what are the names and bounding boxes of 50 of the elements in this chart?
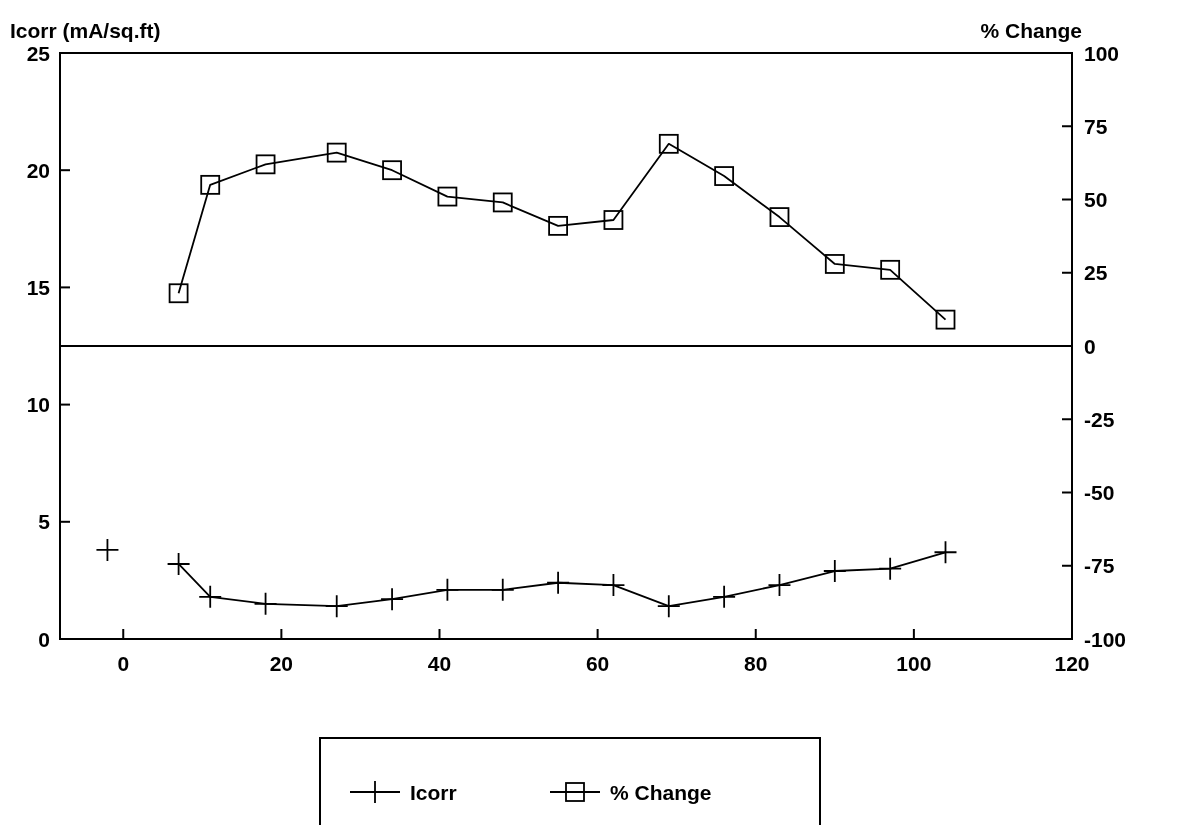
- point: [255, 154, 276, 175]
- y2-tick-label: 75: [1084, 114, 1108, 138]
- y-tick-label: 20: [26, 158, 50, 182]
- point: [657, 595, 680, 618]
- point: [769, 207, 790, 227]
- x-tick-label: 40: [427, 652, 452, 675]
- point: [824, 254, 845, 274]
- y2-tick-label: 50: [1084, 188, 1108, 211]
- point: [199, 585, 222, 608]
- point: [547, 571, 570, 594]
- point: [382, 160, 402, 181]
- point: [492, 192, 513, 213]
- point: [658, 133, 679, 154]
- point: [437, 186, 458, 207]
- y2-tick-label: -100: [1084, 627, 1127, 651]
- point: [880, 259, 901, 280]
- legend-label: Icorr: [410, 780, 457, 804]
- point: [548, 215, 568, 236]
- x-tick-label: 120: [1054, 652, 1090, 675]
- y-tick-label: 5: [38, 510, 51, 534]
- x-tick-label: 20: [269, 652, 294, 675]
- y-tick-label: 15: [26, 275, 51, 299]
- point: [823, 560, 846, 583]
- y2-tick-label: 0: [1084, 334, 1096, 358]
- y-tick-label: 0: [38, 627, 50, 651]
- point: [603, 210, 624, 230]
- y2-tick-label: 25: [1084, 261, 1108, 285]
- point: [168, 283, 189, 304]
- x-tick-label: 60: [585, 652, 610, 675]
- y2-tick-label: -50: [1084, 481, 1115, 504]
- point: [879, 557, 902, 580]
- y2-tick-label: -25: [1084, 407, 1115, 431]
- point: [491, 578, 514, 601]
- y-tick-label: 25: [26, 41, 51, 65]
- legend-label: % Change: [610, 780, 712, 804]
- point: [381, 588, 404, 611]
- point: [326, 142, 347, 163]
- point: [714, 166, 735, 186]
- y2-tick-label: -75: [1084, 554, 1115, 578]
- y-tick-label: 10: [26, 393, 50, 417]
- x-tick-label: 100: [896, 652, 932, 675]
- point: [325, 595, 348, 618]
- x-tick-label: 80: [744, 652, 768, 675]
- y-axis-title: Icorr (mA/sq.ft): [10, 19, 161, 42]
- y2-axis-title: % Change: [980, 19, 1082, 42]
- x-tick-label: 0: [117, 652, 130, 675]
- point: [200, 174, 221, 195]
- y2-tick-label: 100: [1084, 41, 1120, 65]
- point: [935, 309, 956, 330]
- point: [713, 585, 736, 608]
